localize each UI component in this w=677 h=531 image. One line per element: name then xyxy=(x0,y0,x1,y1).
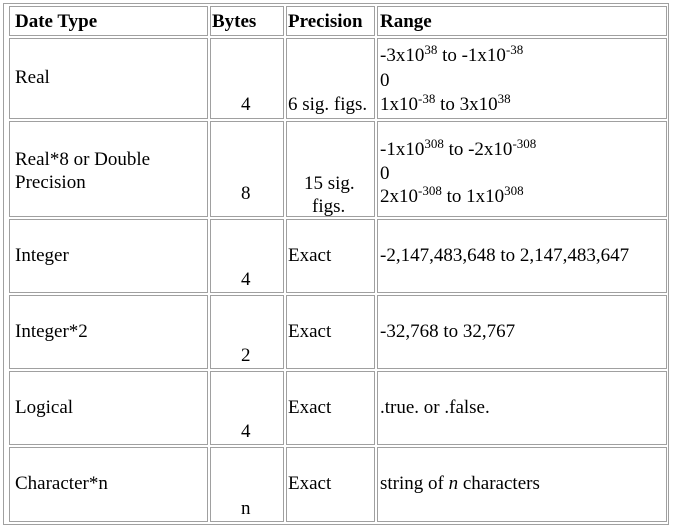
table-row-cell-range: string of n characters xyxy=(377,447,667,522)
range-line: -32,768 to 32,767 xyxy=(380,321,516,342)
table-row-cell-range: .true. or .false. xyxy=(377,371,667,445)
table-row-cell-type: Integer*2 xyxy=(9,295,208,369)
table-row-cell-type: Real*8 or Double Precision xyxy=(9,121,208,217)
table-row-cell-type: Logical xyxy=(9,371,208,445)
table-row-cell-precision: Exact xyxy=(286,295,375,369)
range-line: 2x10-308 to 1x10308 xyxy=(380,183,524,207)
precision-value: 6 sig. figs. xyxy=(288,94,368,115)
header-date-type: Date Type xyxy=(9,6,208,36)
range-line: 1x10-38 to 3x1038 xyxy=(380,91,511,115)
data-type-integer: Integer xyxy=(15,245,69,266)
header-range-label: Range xyxy=(380,11,432,32)
range-line: -3x1038 to -1x10-38 xyxy=(380,42,524,66)
precision-value-line2: figs. xyxy=(312,196,346,217)
data-type-character: Character*n xyxy=(15,473,108,494)
table-row-cell-bytes: 4 xyxy=(210,38,284,119)
table-row-cell-bytes: 2 xyxy=(210,295,284,369)
bytes-value: 4 xyxy=(241,269,251,290)
data-type-real8-line2: Precision xyxy=(15,172,86,193)
data-type-integer2: Integer*2 xyxy=(15,321,88,342)
range-line: string of n characters xyxy=(380,473,540,494)
table-row-cell-precision: 15 sig. figs. xyxy=(286,121,375,217)
precision-value: 15 sig. xyxy=(304,173,355,194)
data-type-logical: Logical xyxy=(15,397,74,418)
precision-value: Exact xyxy=(288,321,332,342)
range-line: .true. or .false. xyxy=(380,397,490,418)
table-row-cell-bytes: 4 xyxy=(210,219,284,293)
header-bytes: Bytes xyxy=(210,6,284,36)
table-row-cell-range: -32,768 to 32,767 xyxy=(377,295,667,369)
table-row-cell-type: Character*n xyxy=(9,447,208,522)
table-row-cell-type: Real xyxy=(9,38,208,119)
range-line: -2,147,483,648 to 2,147,483,647 xyxy=(380,245,630,266)
header-date-type-label: Date Type xyxy=(15,11,98,32)
table-row-cell-precision: Exact xyxy=(286,219,375,293)
table-row-cell-type: Integer xyxy=(9,219,208,293)
table-row-cell-bytes: 8 xyxy=(210,121,284,217)
table-row-cell-range: -1x10308 to -2x10-308 0 2x10-308 to 1x10… xyxy=(377,121,667,217)
bytes-value: 2 xyxy=(241,345,251,366)
data-type-real: Real xyxy=(15,67,50,88)
header-bytes-label: Bytes xyxy=(212,11,257,32)
precision-value: Exact xyxy=(288,245,332,266)
bytes-value: 4 xyxy=(241,94,251,115)
table-row-cell-range: -3x1038 to -1x10-38 0 1x10-38 to 3x1038 xyxy=(377,38,667,119)
table-row-cell-precision: Exact xyxy=(286,371,375,445)
bytes-value: 8 xyxy=(241,183,251,204)
table-row-cell-bytes: n xyxy=(210,447,284,522)
range-line: 0 xyxy=(380,163,390,184)
precision-value: Exact xyxy=(288,397,332,418)
table-row-cell-precision: 6 sig. figs. xyxy=(286,38,375,119)
data-types-table: Date Type Bytes Precision Range Real 4 6… xyxy=(3,3,669,525)
range-line: -1x10308 to -2x10-308 xyxy=(380,136,537,160)
data-type-real8: Real*8 or Double xyxy=(15,149,151,170)
range-line: 0 xyxy=(380,70,390,91)
bytes-value: n xyxy=(241,498,251,519)
table-row-cell-range: -2,147,483,648 to 2,147,483,647 xyxy=(377,219,667,293)
table-row-cell-precision: Exact xyxy=(286,447,375,522)
header-range: Range xyxy=(377,6,667,36)
precision-value: Exact xyxy=(288,473,332,494)
bytes-value: 4 xyxy=(241,421,251,442)
header-precision-label: Precision xyxy=(288,11,363,32)
table-row-cell-bytes: 4 xyxy=(210,371,284,445)
header-precision: Precision xyxy=(286,6,375,36)
